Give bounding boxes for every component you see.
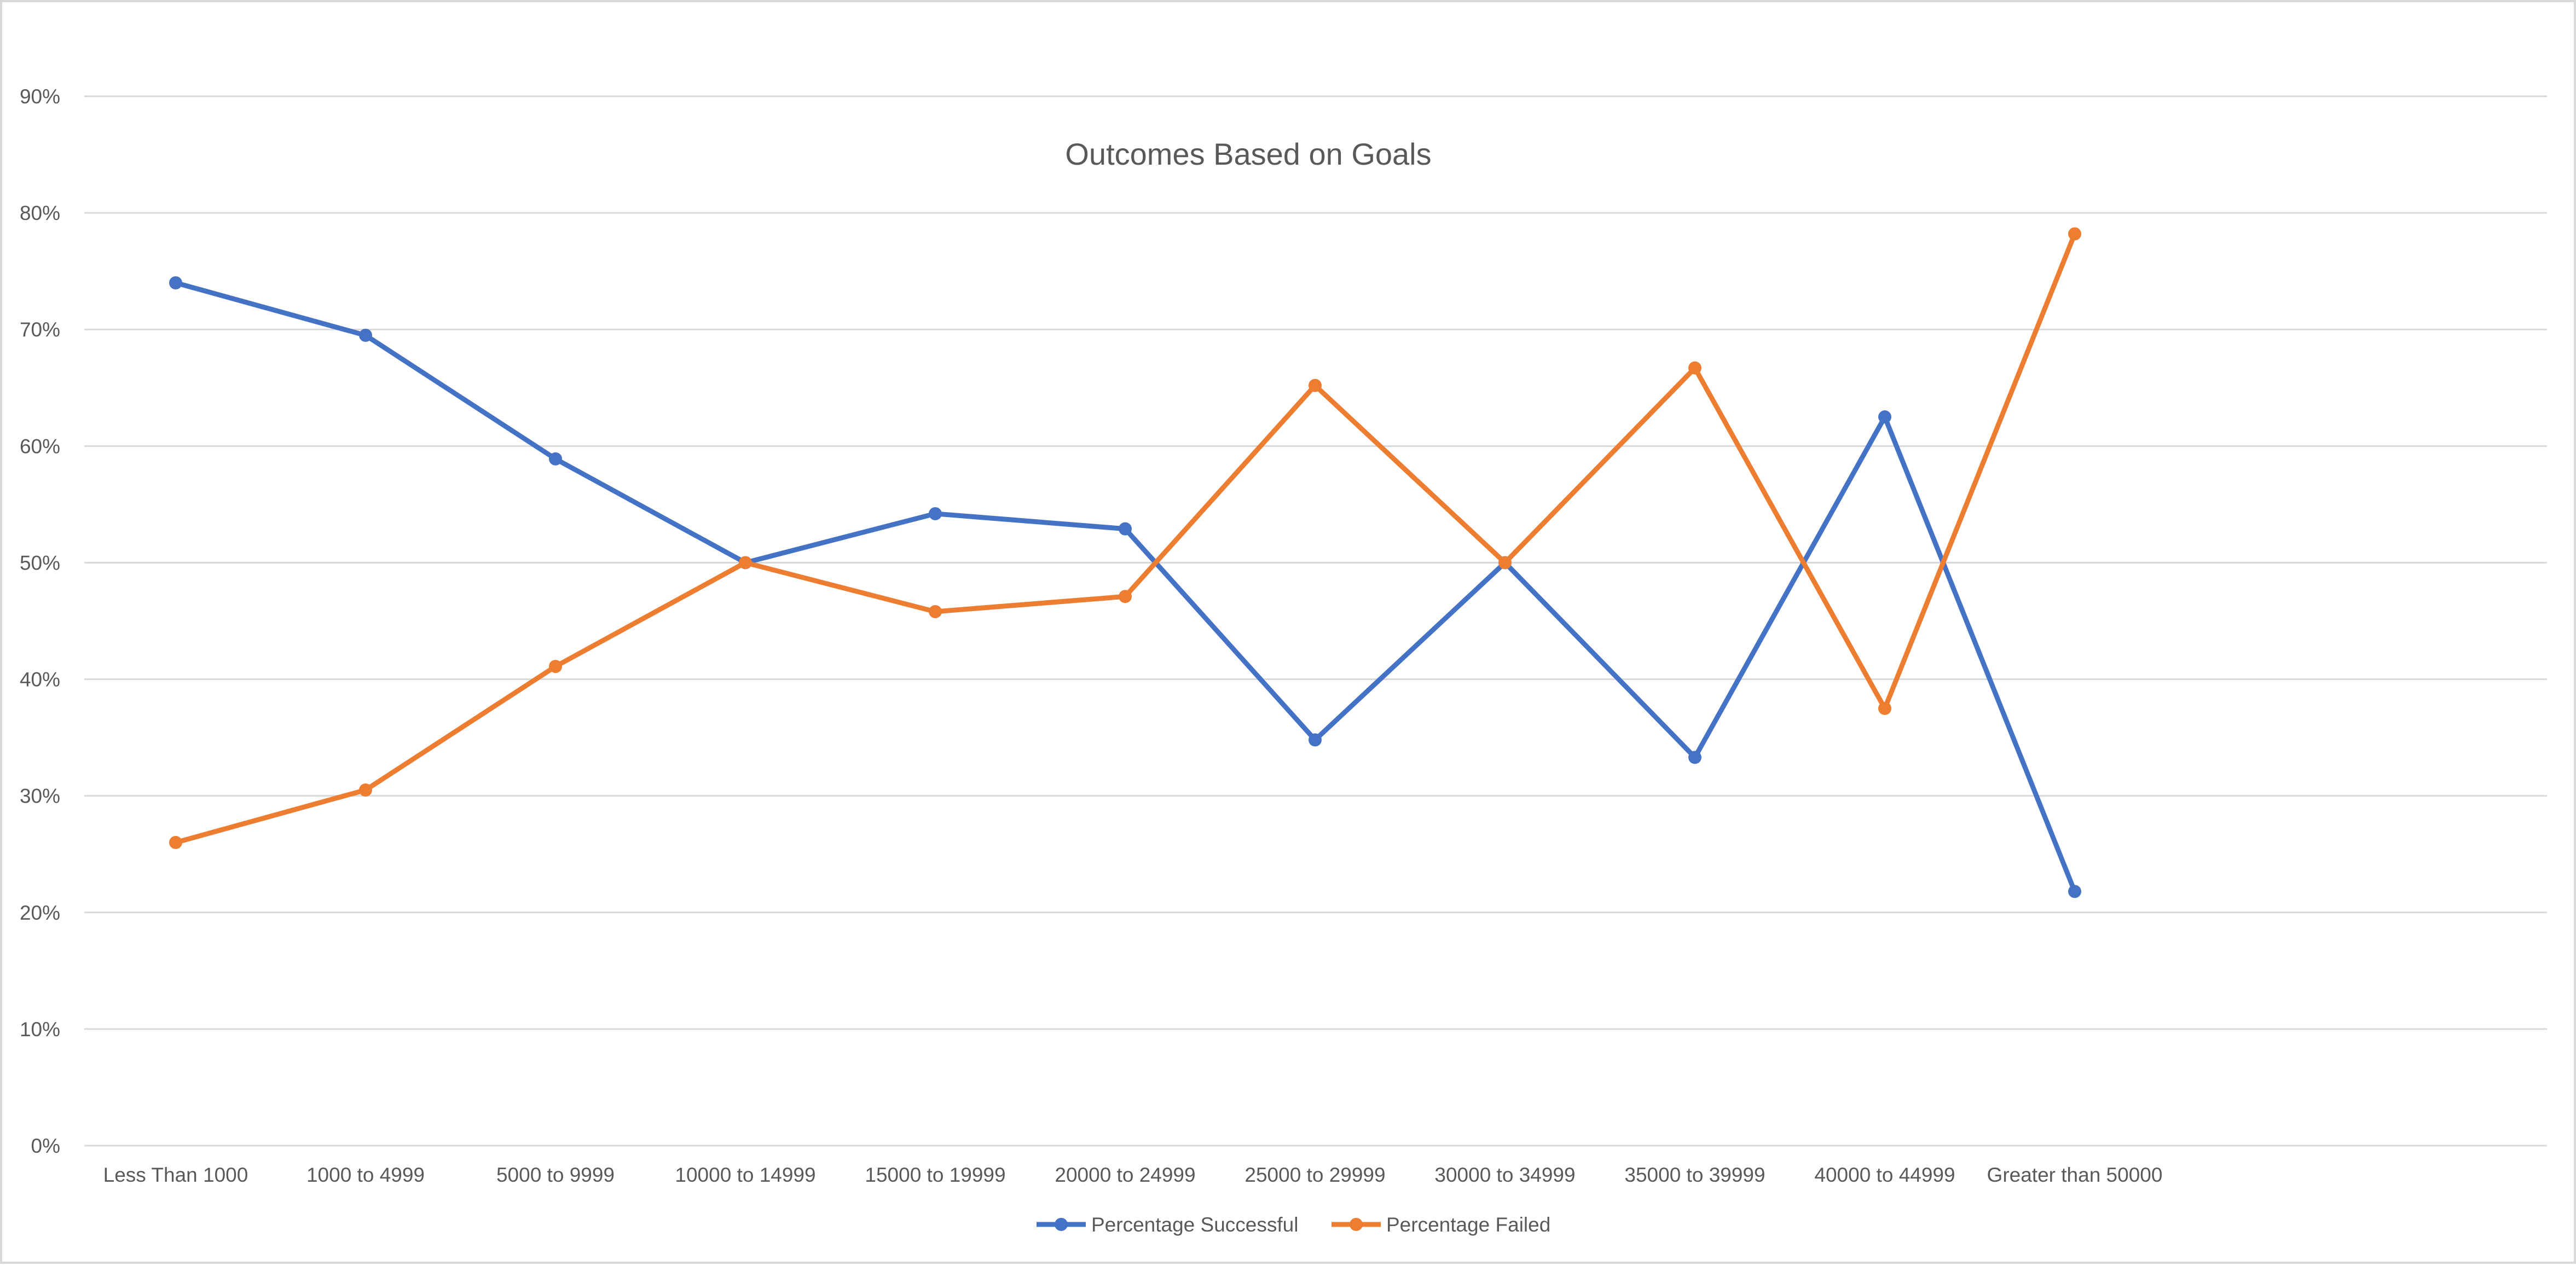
series-lines <box>169 227 2081 898</box>
data-point <box>1688 751 1701 764</box>
x-axis-ticks: Less Than 1000 1000 to 4999 5000 to 9999 10… <box>103 1164 2163 1186</box>
data-point <box>1688 361 1701 375</box>
y-tick-label: 20% <box>20 902 60 924</box>
data-point <box>1119 590 1132 603</box>
y-tick-label: 50% <box>20 551 60 574</box>
y-axis-ticks: 0% 10% 20% 30% 40% 50% 60% 70% 80% 90% <box>20 85 60 1157</box>
x-tick-label: 35000 to 39999 <box>1624 1164 1765 1186</box>
x-tick-label: 1000 to 4999 <box>306 1164 425 1186</box>
data-point <box>359 328 372 342</box>
y-tick-label: 30% <box>20 785 60 808</box>
data-point <box>1309 379 1322 392</box>
x-tick-label: 10000 to 14999 <box>675 1164 815 1186</box>
legend-item: Percentage Failed <box>1332 1213 1550 1236</box>
data-point <box>359 783 372 797</box>
data-point <box>169 276 182 289</box>
data-point <box>549 660 562 673</box>
x-tick-label: 20000 to 24999 <box>1055 1164 1195 1186</box>
series-2 <box>169 227 2081 849</box>
x-tick-label: Less Than 1000 <box>103 1164 248 1186</box>
data-point <box>2068 227 2081 241</box>
series-line <box>173 280 2077 894</box>
data-point <box>929 507 942 520</box>
data-point <box>1878 410 1891 424</box>
x-tick-label: Greater than 50000 <box>1987 1164 2163 1186</box>
data-point <box>739 556 752 570</box>
data-point <box>1309 733 1322 747</box>
x-tick-label: 25000 to 29999 <box>1244 1164 1385 1186</box>
data-point <box>929 605 942 618</box>
data-point <box>549 452 562 466</box>
y-tick-label: 0% <box>31 1135 60 1157</box>
y-tick-label: 70% <box>20 318 60 341</box>
y-tick-label: 40% <box>20 669 60 691</box>
legend-item: Percentage Successful <box>1037 1213 1298 1236</box>
x-tick-label: 40000 to 44999 <box>1814 1164 1955 1186</box>
data-point <box>1878 701 1891 715</box>
x-tick-label: 15000 to 19999 <box>865 1164 1005 1186</box>
legend-label: Percentage Failed <box>1386 1213 1550 1236</box>
y-tick-label: 60% <box>20 435 60 457</box>
legend-label: Percentage Successful <box>1091 1213 1298 1236</box>
y-tick-label: 10% <box>20 1018 60 1041</box>
data-point <box>169 835 182 849</box>
x-tick-label: 30000 to 34999 <box>1434 1164 1575 1186</box>
data-point <box>1498 556 1512 570</box>
x-tick-label: 5000 to 9999 <box>496 1164 615 1186</box>
series-1 <box>169 276 2081 898</box>
y-tick-label: 80% <box>20 202 60 224</box>
data-point <box>1119 522 1132 536</box>
legend-swatch-marker <box>1350 1218 1363 1231</box>
chart-title: Outcomes Based on Goals <box>1065 137 1431 171</box>
y-tick-label: 90% <box>20 85 60 108</box>
data-point <box>2068 885 2081 898</box>
gridlines <box>84 95 2547 1147</box>
series-line <box>173 231 2077 845</box>
legend: Percentage Successful Percentage Failed <box>1037 1213 1550 1236</box>
legend-swatch-marker <box>1055 1218 1068 1231</box>
